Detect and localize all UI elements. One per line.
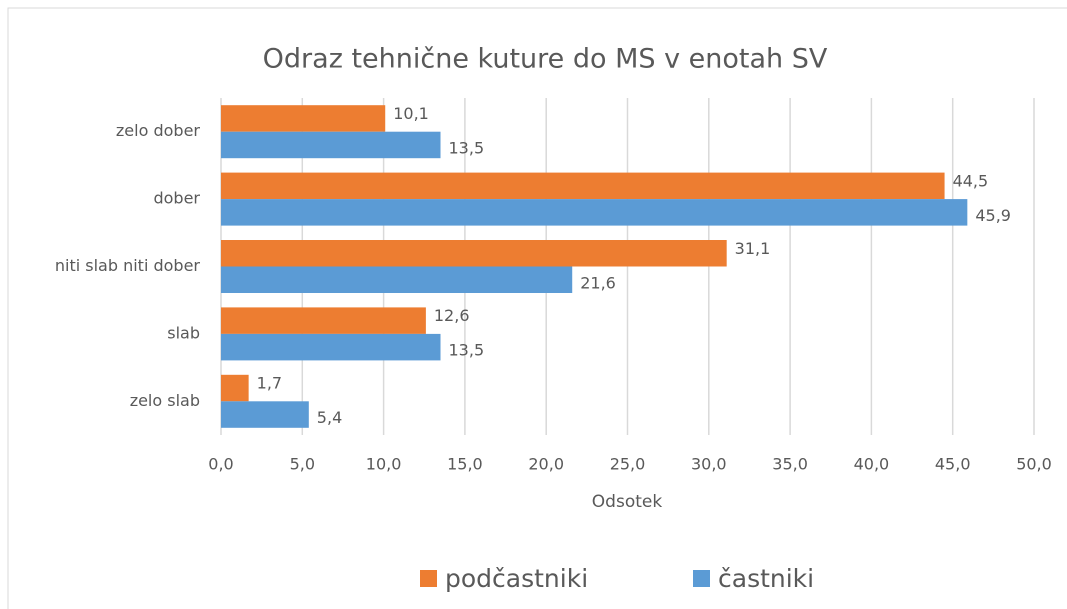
x-tick-label: 45,0 <box>935 455 971 474</box>
bar <box>221 199 968 226</box>
data-label: 21,6 <box>580 273 616 292</box>
x-tick-label: 35,0 <box>772 455 808 474</box>
chart-border <box>7 7 1067 609</box>
x-tick-label: 10,0 <box>366 455 402 474</box>
x-tick-label: 50,0 <box>1016 455 1052 474</box>
y-tick-label: niti slab niti dober <box>55 256 201 275</box>
data-label: 5,4 <box>317 408 342 427</box>
bar <box>221 333 441 361</box>
x-tick-label: 30,0 <box>691 455 727 474</box>
x-tick-label: 0,0 <box>208 455 233 474</box>
bar <box>221 240 727 267</box>
legend-label: podčastniki <box>445 564 588 593</box>
x-tick-label: 5,0 <box>290 455 315 474</box>
bar <box>221 131 441 159</box>
x-tick-label: 40,0 <box>854 455 890 474</box>
bar <box>221 172 945 200</box>
x-tick-label: 15,0 <box>447 455 483 474</box>
data-label: 44,5 <box>953 171 989 190</box>
chart-title: Odraz tehnične kuture do MS v enotah SV <box>263 44 828 75</box>
data-label: 10,1 <box>393 104 429 123</box>
data-label: 45,9 <box>975 206 1011 225</box>
legend-swatch <box>693 570 710 587</box>
legend-label: častniki <box>718 564 814 593</box>
y-tick-label: slab <box>167 323 200 342</box>
x-axis-title: Odsotek <box>592 492 663 512</box>
data-label: 31,1 <box>735 239 771 258</box>
x-tick-label: 20,0 <box>528 455 564 474</box>
x-tick-label: 25,0 <box>610 455 646 474</box>
bar <box>221 266 573 293</box>
data-label: 13,5 <box>449 138 485 157</box>
bar <box>221 374 249 402</box>
bar <box>221 307 426 334</box>
bar <box>221 105 386 132</box>
y-tick-label: zelo dober <box>116 121 201 140</box>
y-tick-label: dober <box>153 189 200 208</box>
data-label: 12,6 <box>434 306 470 325</box>
data-label: 1,7 <box>257 374 282 393</box>
bar <box>221 401 309 428</box>
legend-swatch <box>420 570 437 587</box>
y-tick-label: zelo slab <box>130 391 200 410</box>
data-label: 13,5 <box>449 341 485 360</box>
